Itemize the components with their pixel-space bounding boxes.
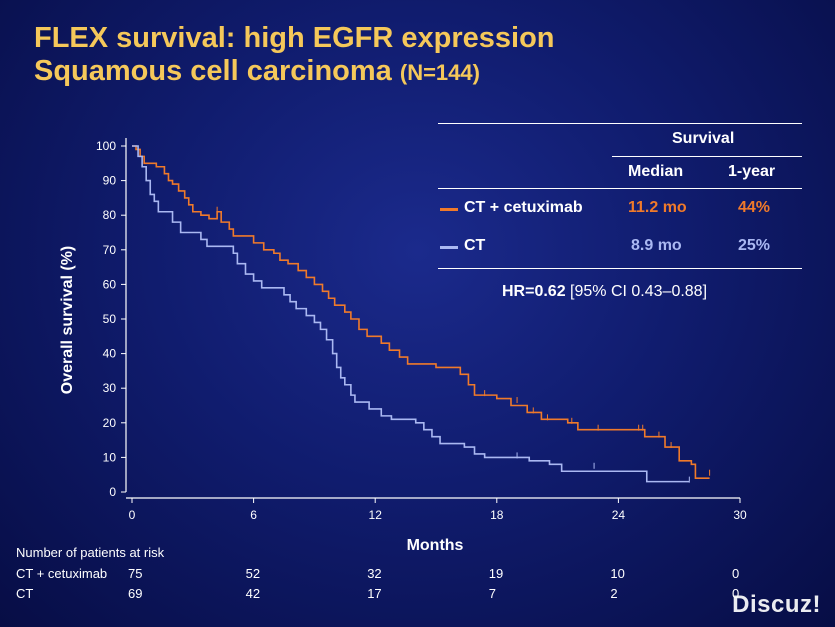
row-label-cetuximab: CT + cetuximab bbox=[464, 199, 583, 216]
risk-value: 42 bbox=[245, 586, 261, 601]
y-axis-label: Overall survival (%) bbox=[59, 246, 76, 395]
table-bottom-rule bbox=[438, 268, 802, 269]
y-tick-label: 100 bbox=[96, 139, 116, 153]
legend-swatch-cetuximab bbox=[440, 208, 458, 211]
x-axis-label: Months bbox=[407, 537, 464, 554]
risk-value: 7 bbox=[488, 586, 497, 601]
risk-value: 10 bbox=[610, 566, 625, 581]
y-tick-label: 10 bbox=[103, 450, 117, 464]
row-median-ct: 8.9 mo bbox=[631, 237, 682, 254]
y-tick-label: 30 bbox=[103, 381, 117, 395]
risk-value: 17 bbox=[367, 586, 382, 601]
y-tick-label: 50 bbox=[103, 312, 117, 326]
title-line-1: FLEX survival: high EGFR expression bbox=[34, 22, 555, 54]
y-tick-label: 0 bbox=[109, 485, 116, 499]
title-line-2: Squamous cell carcinoma (N=144) bbox=[34, 55, 555, 89]
risk-value: 75 bbox=[128, 566, 143, 581]
survival-curve-cetuximab bbox=[132, 145, 710, 479]
hazard-ratio-value: HR=0.62 bbox=[502, 283, 566, 300]
hazard-ratio-ci: [95% CI 0.43–0.88] bbox=[565, 283, 708, 300]
risk-label-cetuximab: CT + cetuximab bbox=[16, 566, 108, 581]
y-tick-label: 80 bbox=[103, 208, 117, 222]
title-n: (N=144) bbox=[399, 60, 480, 85]
x-tick-label: 0 bbox=[129, 508, 136, 522]
x-tick-label: 18 bbox=[490, 508, 504, 522]
risk-value: 2 bbox=[610, 586, 618, 601]
watermark-logo: Discuz! bbox=[732, 591, 821, 618]
row-1year-cetuximab: 44% bbox=[738, 199, 771, 216]
x-tick-label: 12 bbox=[369, 508, 383, 522]
table-header-rule bbox=[438, 188, 802, 189]
x-tick-label: 6 bbox=[250, 508, 257, 522]
y-tick-label: 20 bbox=[103, 416, 117, 430]
row-1year-ct: 25% bbox=[738, 237, 771, 254]
table-col-median: Median bbox=[628, 163, 684, 180]
risk-value: 52 bbox=[245, 566, 261, 581]
chart-curves bbox=[132, 145, 711, 483]
y-tick-label: 90 bbox=[103, 174, 117, 188]
legend-swatch-ct bbox=[440, 246, 458, 249]
x-tick-label: 24 bbox=[612, 508, 626, 522]
slide-title: FLEX survival: high EGFR expression Squa… bbox=[34, 22, 555, 89]
hazard-ratio: HR=0.62 [95% CI 0.43–0.88] bbox=[502, 283, 707, 301]
risk-value: 19 bbox=[488, 566, 504, 581]
title-subtype: Squamous cell carcinoma bbox=[34, 55, 392, 87]
y-tick-label: 40 bbox=[103, 347, 117, 361]
row-label-ct: CT bbox=[464, 237, 486, 254]
row-median-cetuximab: 11.2 mo bbox=[628, 199, 687, 216]
risk-value: 0 bbox=[732, 566, 740, 581]
survival-curve-ct bbox=[132, 145, 690, 483]
risk-value: 32 bbox=[367, 566, 382, 581]
chart-axes: 0 10 20 30 40 50 60 70 80 90 100 0 6 12 18 24 30 bbox=[96, 138, 747, 522]
y-tick-label: 60 bbox=[103, 277, 117, 291]
risk-label-ct: CT bbox=[16, 586, 34, 601]
table-sub-rule bbox=[612, 156, 802, 157]
x-tick-label: 30 bbox=[733, 508, 747, 522]
risk-title: Number of patients at risk bbox=[16, 545, 165, 560]
table-header-survival: Survival bbox=[672, 130, 735, 147]
table-top-rule bbox=[438, 123, 802, 124]
risk-value: 0 bbox=[732, 586, 740, 601]
table-col-1year: 1-year bbox=[728, 163, 776, 180]
risk-value: 69 bbox=[128, 586, 143, 601]
y-tick-label: 70 bbox=[103, 243, 117, 257]
